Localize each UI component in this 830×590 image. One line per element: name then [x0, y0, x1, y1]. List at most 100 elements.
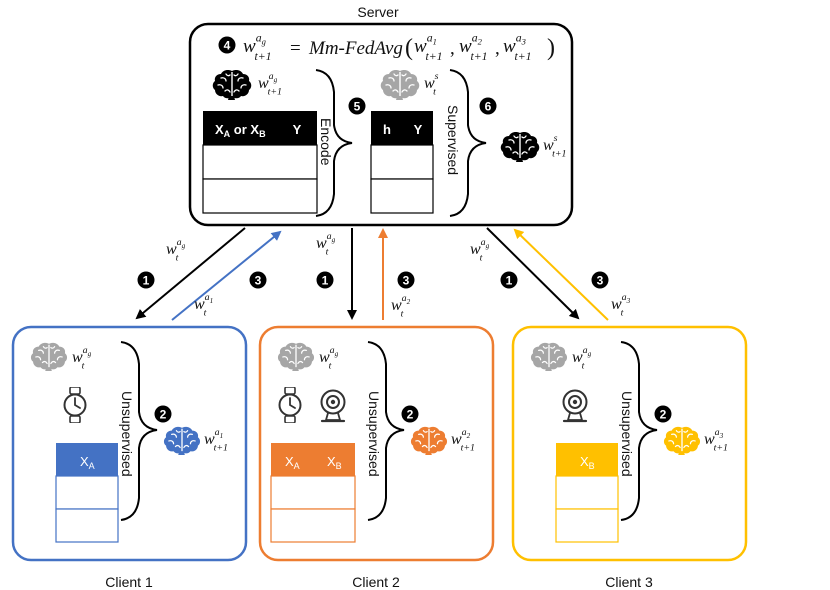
client-weight-in: wag t [72, 345, 92, 371]
arrow-step-label: 1 [506, 274, 513, 288]
client-panel-3: wag t XB Unsupervised 2 wa3 t+1 Client 3 [511, 325, 748, 590]
table-header-y: Y [293, 122, 302, 137]
svg-text:XA or XB: XA or XB [215, 122, 266, 139]
client-step-label: 2 [660, 408, 667, 422]
client-column-header: XB [327, 454, 342, 471]
server-title: Server [357, 4, 399, 20]
arrow-step-label: 3 [255, 274, 262, 288]
arrow-step-badge-2: 3 [249, 271, 267, 289]
output-weight: ws t+1 [543, 133, 566, 159]
client-global-brain-icon [530, 342, 568, 371]
arrow-step-badge-4: 3 [397, 271, 415, 289]
client-step-2-badge: 2 [654, 405, 672, 423]
encoder-brain-icon [212, 69, 252, 100]
client-local-brain-icon [663, 426, 701, 455]
client-data-table: XA [55, 443, 119, 543]
arrow-client3-to-server [513, 228, 609, 321]
h-header: h [383, 122, 391, 137]
output-weight-label: ws t+1 [543, 133, 566, 159]
step-5-label: 5 [354, 100, 361, 114]
embedding-table: h Y [370, 111, 434, 214]
client-global-brain-icon [277, 342, 315, 371]
arrow-server-to-client1 [135, 227, 246, 320]
client-panel-1: wag t XA Unsupervised 2 wa1 t+1 Client 1 [11, 325, 248, 590]
client-name: Client 2 [352, 574, 400, 590]
arrow-step-badge-6: 3 [591, 271, 609, 289]
client-local-brain-icon [410, 426, 448, 455]
client-weight-in: wag t [572, 345, 592, 371]
arrow-step-label: 3 [597, 274, 604, 288]
formula-comma: , [495, 38, 500, 59]
unsupervised-label: Unsupervised [366, 391, 382, 477]
client-step-label: 2 [160, 408, 167, 422]
step-6-label: 6 [485, 100, 492, 114]
arrow-weight-5: wag t [470, 237, 490, 263]
arrow-weight-1: wag t [166, 237, 186, 263]
formula-equals: = [290, 38, 301, 59]
table-header-sub-b: B [259, 129, 266, 139]
client-weight-in: wag t [319, 345, 339, 371]
arrow-step-label: 3 [403, 274, 410, 288]
arrow-step-badge-3: 1 [316, 271, 334, 289]
output-brain-icon [500, 131, 540, 162]
client-step-2-badge: 2 [401, 405, 419, 423]
supervised-label: Supervised [445, 105, 461, 175]
formula-close-paren: ) [547, 35, 555, 61]
arrow-step-badge-1: 1 [137, 271, 155, 289]
client-step-2-badge: 2 [154, 405, 172, 423]
formula-lhs: wag t+1 [243, 32, 272, 63]
formula-arg-1: wa1 t+1 [414, 32, 443, 63]
unsupervised-label: Unsupervised [119, 391, 135, 477]
client-weight-out: wa3 t+1 [704, 427, 728, 453]
client-column-header: XA [80, 454, 95, 471]
client-column-header: XB [580, 454, 595, 471]
client-step-label: 2 [407, 408, 414, 422]
aggregation-formula: wag t+1 = Mm-FedAvg(wa1 t+1, wa2 t+1, wa3 t+1) [243, 32, 555, 63]
encode-brace [315, 69, 353, 217]
client-weight-out: wa2 t+1 [451, 427, 475, 453]
unsupervised-brace [120, 341, 158, 521]
arrow-step-badge-5: 1 [500, 271, 518, 289]
arrow-step-label: 1 [322, 274, 329, 288]
arrow-weight-4: wa2 t [391, 293, 411, 319]
unsupervised-brace [367, 341, 405, 521]
client-global-brain-icon [30, 342, 68, 371]
encode-label: Encode [318, 118, 334, 166]
step-6-badge [479, 97, 497, 115]
supervised-brain-icon [380, 69, 420, 100]
client-name: Client 3 [605, 574, 653, 590]
client-panel-2: wag t XA XB Unsupervised 2 wa2 t+1 Client 2 [258, 325, 495, 590]
arrow-weight-2: wa1 t [194, 292, 213, 318]
step-4-badge [218, 36, 236, 54]
client-column-header: XA [285, 454, 300, 471]
table-header-or: or X [230, 122, 259, 137]
client-name: Client 1 [105, 574, 153, 590]
arrows: 1 3 1 3 1 3 wag t wa1 t wag t wa2 t wag t wa3 t [135, 227, 631, 321]
supervised-weight-label: ws t [424, 71, 439, 97]
unsupervised-label: Unsupervised [619, 391, 635, 477]
server-panel: Server 4 wag t+1 = Mm-FedAvg(wa1 t+1, wa2 t+1,… [188, 4, 574, 227]
client-local-brain-icon [163, 426, 201, 455]
unsupervised-brace [620, 341, 658, 521]
supervised-brace [449, 69, 487, 217]
server-input-table: XA or XB Y [202, 111, 318, 214]
step-4-label: 4 [224, 39, 231, 53]
arrow-step-label: 1 [143, 274, 150, 288]
formula-arg-2: wa2 t+1 [459, 32, 488, 63]
y-header: Y [414, 122, 423, 137]
arrow-weight-3: wag t [316, 231, 336, 257]
arrow-weight-6: wa3 t [611, 292, 631, 318]
client-weight-out: wa1 t+1 [204, 427, 228, 453]
supervised-weight: ws t [424, 71, 439, 97]
table-header-sub-a: A [224, 129, 231, 139]
formula-arg-3: wa3 t+1 [503, 32, 532, 63]
client-data-table: XB [555, 443, 619, 543]
client-data-table: XA XB [270, 443, 356, 543]
encoder-weight: wag t+1 [258, 71, 282, 97]
step-5-badge [348, 97, 366, 115]
arrow-server-to-client3 [486, 227, 580, 320]
formula-function: Mm-FedAvg [308, 38, 403, 59]
formula-open-paren: ( [405, 35, 413, 61]
